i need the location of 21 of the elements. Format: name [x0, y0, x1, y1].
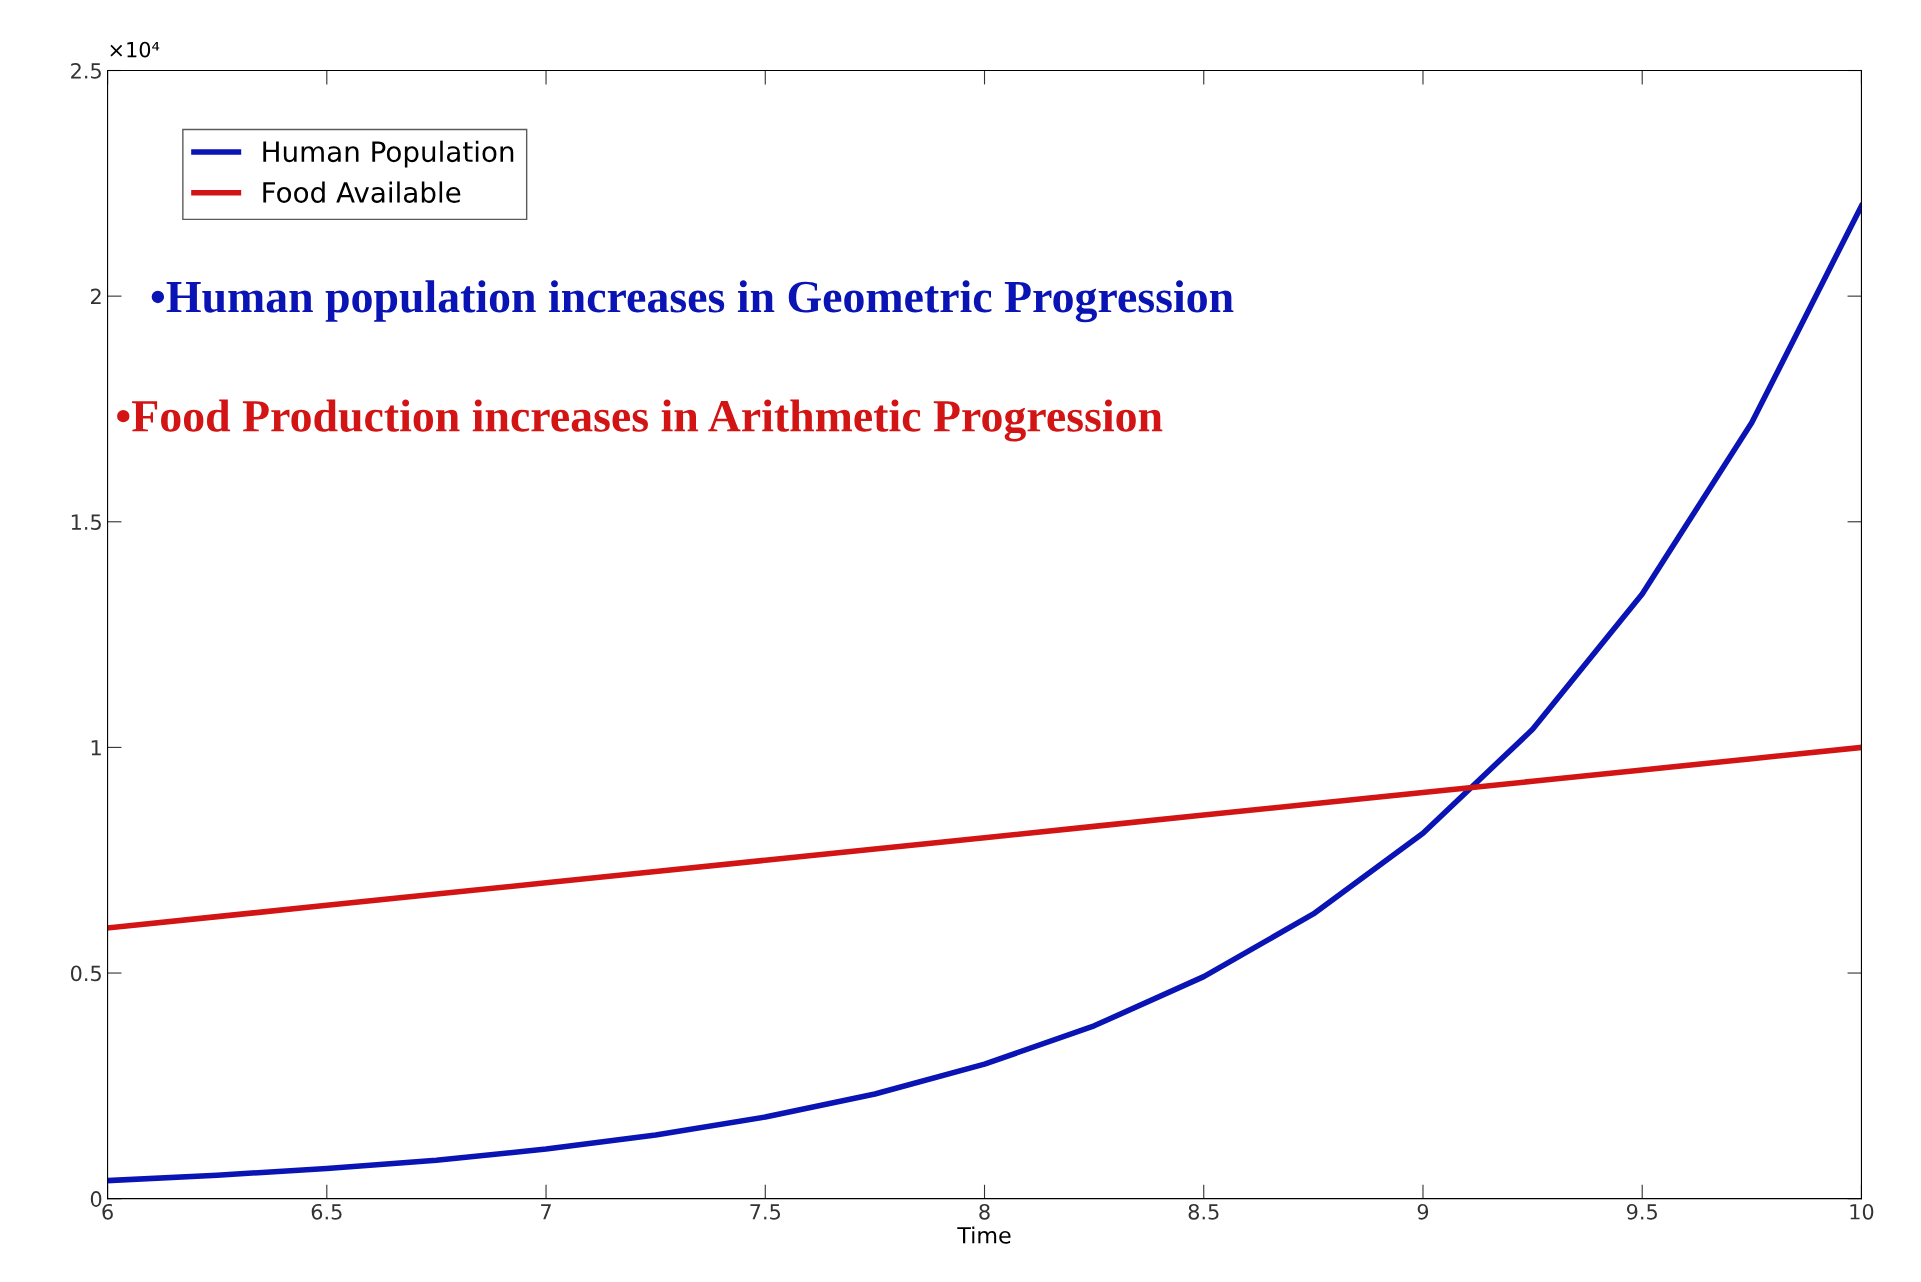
y-tick-label: 1	[91, 740, 101, 756]
x-tick-label: 9	[1417, 1203, 1429, 1220]
y-tick-label: 2	[90, 288, 101, 305]
x-tick-label: 10	[1850, 1203, 1874, 1220]
x-tick-label: 6	[102, 1203, 113, 1220]
x-tick-label: 7.5	[750, 1204, 781, 1220]
legend-label: Human Population	[263, 140, 514, 168]
x-tick-label: 7	[541, 1204, 551, 1220]
annotation: •Human population increases in Geometric Progression	[151, 280, 1234, 323]
x-tick-label: 6.5	[311, 1203, 342, 1220]
y-tick-label: 0	[90, 1191, 102, 1207]
y-tick-label: 2.5	[71, 62, 101, 79]
y-tick-label: 0.5	[70, 965, 101, 982]
text: ×10⁴	[110, 41, 160, 58]
x-axis-title: Time	[957, 1226, 1011, 1244]
legend-label: Food Available	[263, 181, 461, 203]
x-tick-label: 8	[979, 1203, 990, 1220]
x-tick-label: 9.5	[1626, 1203, 1657, 1220]
annotation: •Food Production increases in Arithmetic Progression	[117, 399, 1163, 442]
x-tick-label: 8.5	[1188, 1203, 1219, 1220]
y-tick-label: 1.5	[71, 514, 101, 530]
